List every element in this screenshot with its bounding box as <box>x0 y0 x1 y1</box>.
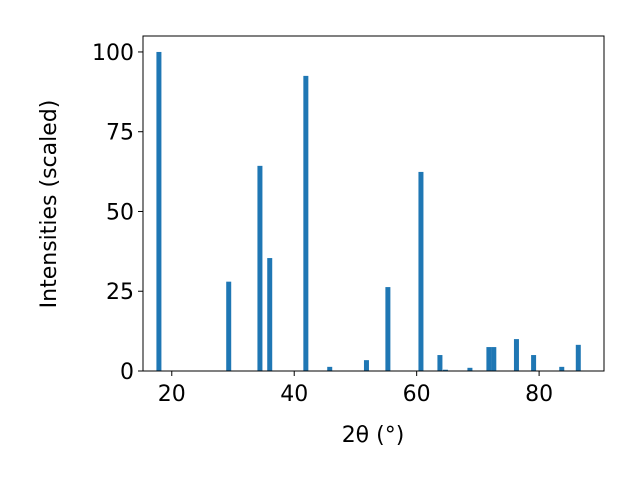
bar <box>156 51 162 371</box>
bar <box>327 366 333 371</box>
x-tick-label: 80 <box>525 382 553 407</box>
x-tick-label: 40 <box>280 382 308 407</box>
bar <box>437 355 443 371</box>
bar <box>559 366 565 371</box>
y-tick-label: 0 <box>120 360 134 385</box>
plot-frame <box>142 35 605 372</box>
bar <box>491 347 497 371</box>
y-tick-label: 25 <box>106 280 134 305</box>
bar <box>531 355 537 371</box>
x-tick-label: 60 <box>403 382 431 407</box>
bar <box>303 75 309 371</box>
bar <box>418 171 424 371</box>
bar <box>467 367 473 371</box>
bar <box>226 281 232 371</box>
bar <box>385 287 391 371</box>
bar <box>442 369 448 371</box>
y-tick-label: 75 <box>106 121 134 146</box>
bar <box>486 347 492 371</box>
bar <box>513 339 519 371</box>
bar <box>363 360 369 371</box>
bar <box>257 165 263 371</box>
y-tick-label: 100 <box>92 41 134 66</box>
bar <box>267 258 273 371</box>
y-axis-label: Intensities (scaled) <box>37 100 62 309</box>
x-axis-label: 2θ (°) <box>342 423 405 448</box>
bar <box>575 344 581 371</box>
y-tick-label: 50 <box>106 200 134 225</box>
x-tick-label: 20 <box>158 382 186 407</box>
